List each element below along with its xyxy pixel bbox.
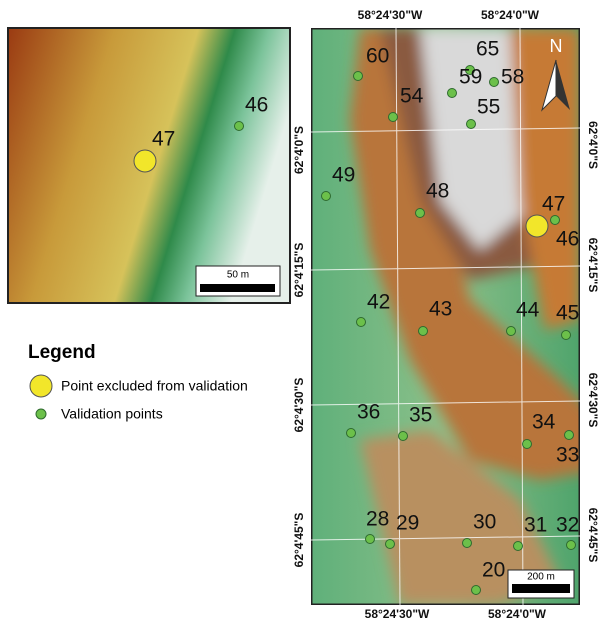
excluded-point: [526, 215, 548, 237]
coord-label: 58°24'0"W: [488, 607, 547, 621]
point-label: 47: [542, 193, 565, 216]
point-label: 54: [400, 85, 424, 108]
validation-point: [551, 216, 560, 225]
point-label: 46: [245, 94, 268, 117]
validation-point: [467, 120, 476, 129]
coord-label: 62°4'15"S: [292, 243, 306, 298]
point-label: 49: [332, 164, 355, 187]
point-label: 44: [516, 299, 540, 322]
point-label: 43: [429, 298, 452, 321]
validation-point: [416, 209, 425, 218]
north-label: N: [550, 36, 563, 56]
point-label: 45: [556, 302, 579, 325]
point-label: 28: [366, 508, 389, 531]
coord-label: 62°4'0"S: [292, 126, 306, 174]
scale-label: 50 m: [227, 270, 249, 281]
coord-label: 62°4'30"S: [292, 378, 306, 433]
validation-point: [357, 318, 366, 327]
point-label: 29: [396, 512, 419, 535]
point-label: 33: [556, 444, 579, 467]
scale-label: 200 m: [527, 572, 555, 583]
legend: [30, 375, 52, 419]
point-label: 20: [482, 559, 505, 582]
validation-point: [235, 122, 244, 131]
legend-item: Point excluded from validation: [61, 378, 248, 394]
validation-point: [490, 78, 499, 87]
point-label: 55: [477, 96, 500, 119]
validation-point: [386, 540, 395, 549]
coord-label: 58°24'0"W: [481, 8, 540, 22]
point-label: 31: [524, 514, 547, 537]
point-label: 65: [476, 38, 499, 61]
map-figure: Legend Point excluded from validation Va…: [0, 0, 600, 623]
coord-label: 62°4'45"S: [292, 513, 306, 568]
point-label: 30: [473, 511, 496, 534]
point-label: 32: [556, 514, 579, 537]
validation-point: [419, 327, 428, 336]
validation-point: [567, 541, 576, 550]
validation-point: [322, 192, 331, 201]
legend-title: Legend: [28, 342, 96, 363]
point-label: 35: [409, 404, 432, 427]
point-label: 47: [152, 128, 175, 151]
point-label: 36: [357, 401, 380, 424]
validation-point: [347, 429, 356, 438]
point-label: 58: [501, 66, 524, 89]
coord-label: 62°4'0"S: [586, 121, 600, 169]
point-label: 46: [556, 228, 579, 251]
point-label: 34: [532, 411, 556, 434]
point-label: 42: [367, 291, 390, 314]
validation-point: [448, 89, 457, 98]
coord-label: 62°4'30"S: [586, 373, 600, 428]
validation-point: [399, 432, 408, 441]
coord-label: 58°24'30"W: [365, 607, 430, 621]
validation-point: [523, 440, 532, 449]
legend-item: Validation points: [61, 406, 163, 422]
validation-point: [389, 113, 398, 122]
validation-point: [472, 586, 481, 595]
point-label: 59: [459, 66, 482, 89]
point-label: 48: [426, 180, 449, 203]
validation-point: [507, 327, 516, 336]
validation-point: [565, 431, 574, 440]
coord-label: 62°4'45"S: [586, 508, 600, 563]
point-label: 60: [366, 45, 389, 68]
validation-point: [562, 331, 571, 340]
validation-point: [354, 72, 363, 81]
validation-point: [514, 542, 523, 551]
validation-point: [463, 539, 472, 548]
coord-label: 58°24'30"W: [358, 8, 423, 22]
excluded-point: [134, 150, 156, 172]
validation-point: [366, 535, 375, 544]
coord-label: 62°4'15"S: [586, 238, 600, 293]
